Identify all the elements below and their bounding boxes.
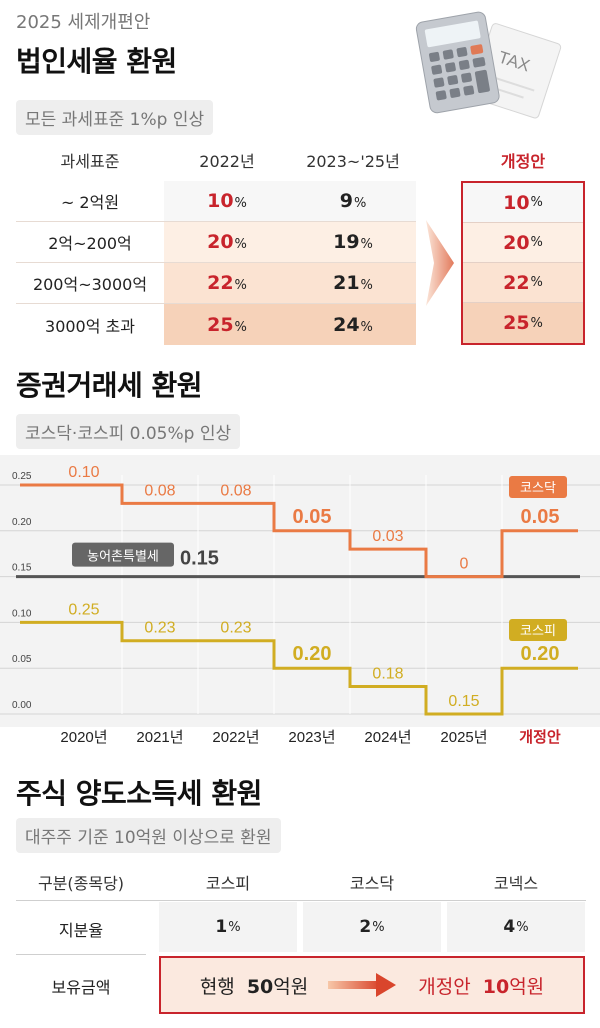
data-label: 0.03 (372, 528, 403, 545)
y-tick-label: 0.05 (12, 654, 32, 665)
legend-farm-tax: 농어촌특별세 (87, 549, 159, 564)
rate-2022: 20% (207, 231, 247, 253)
stake-konex: 4% (447, 902, 585, 952)
data-label: 0.23 (220, 620, 251, 637)
securities-tax-pill: 코스닥·코스피 0.05%p 인상 (16, 414, 241, 449)
x-tick-label: 2025년 (440, 729, 487, 746)
chevron-right-icon (426, 220, 454, 306)
x-tick-label: 개정안 (519, 728, 561, 746)
legend-kosdaq-bg (509, 476, 567, 498)
data-label: 0.18 (372, 666, 403, 683)
bracket-label: 2억~200억 (48, 234, 132, 253)
capital-gains-title: 주식 양도소득세 환원 (16, 777, 262, 810)
col-header-konex: 코넥스 (493, 874, 539, 893)
data-label: 0.20 (521, 643, 560, 665)
divider (16, 900, 586, 901)
y-tick-label: 0.15 (12, 563, 32, 574)
rate-2023-25: 24% (333, 313, 373, 336)
data-label-farm-tax: 0.15 (180, 548, 219, 570)
corp-row-3: 200억~3000억 22% 21% (16, 263, 416, 304)
calculator-illustration: TAX (415, 11, 562, 119)
chart-background (0, 455, 600, 727)
holding-amount-box: 현행 50억원 개정안 10억원 (159, 956, 585, 1014)
legend-farm-tax-bg (72, 542, 174, 567)
corp-tax-title: 법인세율 환원 (16, 45, 177, 78)
stake-kosdaq: 2% (303, 902, 441, 952)
holding-current: 현행 50억원 (199, 975, 309, 998)
corp-tax-pill: 모든 과세표준 1%p 인상 (16, 100, 214, 135)
legend-kosdaq: 코스닥 (520, 480, 556, 495)
rate-2022: 25% (207, 313, 247, 336)
corp-row-1: ~ 2억원 10% 9% (16, 181, 416, 222)
data-label: 0.10 (68, 464, 99, 481)
securities-tax-title: 증권거래세 환원 (16, 369, 203, 402)
data-label: 0.08 (220, 482, 251, 499)
holding-label: 보유금액 (51, 978, 111, 997)
securities-tax-chart: 0.00 0.05 0.10 0.15 0.20 0.25 2020년 2021년 2022년 2… (0, 464, 600, 746)
data-label: 0.05 (521, 506, 560, 528)
y-tick-label: 0.20 (12, 517, 32, 528)
col-header-kosdaq: 코스닥 (349, 874, 395, 893)
corp-row-4: 3000억 초과 25% 24% (16, 304, 416, 345)
x-tick-label: 2022년 (212, 729, 259, 746)
rate-2023-25: 9% (339, 190, 367, 212)
data-label: 0.20 (293, 643, 332, 665)
legend-kospi: 코스피 (520, 623, 556, 638)
section-kicker: 2025 세제개편안 (16, 12, 151, 33)
data-label: 0.15 (448, 693, 479, 710)
x-tick-label: 2023년 (288, 729, 335, 746)
rate-2022: 22% (207, 272, 247, 294)
legend-kospi-bg (509, 619, 567, 641)
data-label: 0.08 (144, 482, 175, 499)
col-header-kospi: 코스피 (205, 874, 251, 893)
x-tick-label: 2020년 (60, 729, 107, 746)
proposal-rate: 10% (463, 183, 583, 223)
rate-2023-25: 19% (333, 231, 373, 253)
stake-label: 지분율 (58, 921, 104, 940)
col-header-category: 구분(종목당) (37, 874, 125, 893)
corp-row-2: 2억~200억 20% 19% (16, 222, 416, 263)
data-label: 0.25 (68, 601, 99, 618)
col-header-2023-25: 2023~'25년 (306, 152, 400, 171)
divider (16, 954, 146, 955)
x-tick-label: 2024년 (364, 729, 411, 746)
proposal-column: 10% 20% 22% 25% (461, 181, 585, 345)
proposal-rate: 25% (463, 303, 583, 343)
series-line-kosdaq (20, 483, 578, 579)
col-header-bracket: 과세표준 (60, 152, 120, 171)
proposal-rate: 22% (463, 263, 583, 303)
bracket-label: 3000억 초과 (45, 316, 135, 336)
arrow-right-icon (328, 973, 397, 997)
holding-proposal: 개정안 10억원 (418, 975, 545, 998)
bracket-label: 200억~3000억 (32, 275, 148, 294)
capital-gains-pill: 대주주 기준 10억원 이상으로 환원 (16, 818, 281, 853)
calculator-icon (415, 11, 500, 114)
y-tick-label: 0.00 (12, 700, 32, 711)
series-line-kospi (20, 620, 578, 716)
data-label: 0.05 (293, 506, 332, 528)
bracket-label: ~ 2억원 (60, 193, 120, 212)
data-label: 0 (460, 556, 469, 573)
data-label: 0.23 (144, 620, 175, 637)
y-tick-label: 0.25 (12, 471, 32, 482)
rate-2023-25: 21% (333, 272, 373, 294)
stake-kospi: 1% (159, 902, 297, 952)
x-tick-label: 2021년 (136, 729, 183, 746)
col-header-2022: 2022년 (199, 152, 255, 171)
rate-2022: 10% (207, 190, 247, 212)
col-header-proposal: 개정안 (500, 152, 546, 171)
y-tick-label: 0.10 (12, 608, 32, 619)
proposal-rate: 20% (463, 223, 583, 263)
